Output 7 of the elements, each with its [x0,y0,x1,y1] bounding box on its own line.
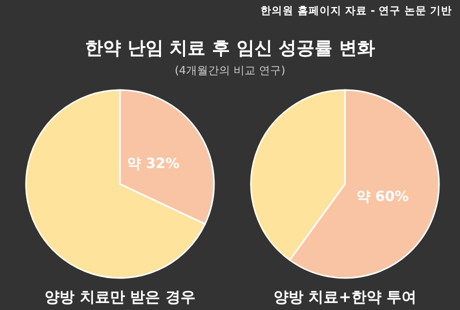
data-label: 약 32% [127,156,180,172]
text: 양방 치료+한약 투여 [273,288,417,306]
chart-subtitle: (4개월간의 비교 연구) [174,64,286,77]
text: 한의원 홈페이지 자료 - 연구 논문 기반 [260,5,452,17]
data-label: 약 60% [356,189,409,206]
chart-title: 한약 난임 치료 후 임신 성공률 변화 [85,38,375,59]
text: 양방 치료만 받은 경우 [44,288,196,306]
